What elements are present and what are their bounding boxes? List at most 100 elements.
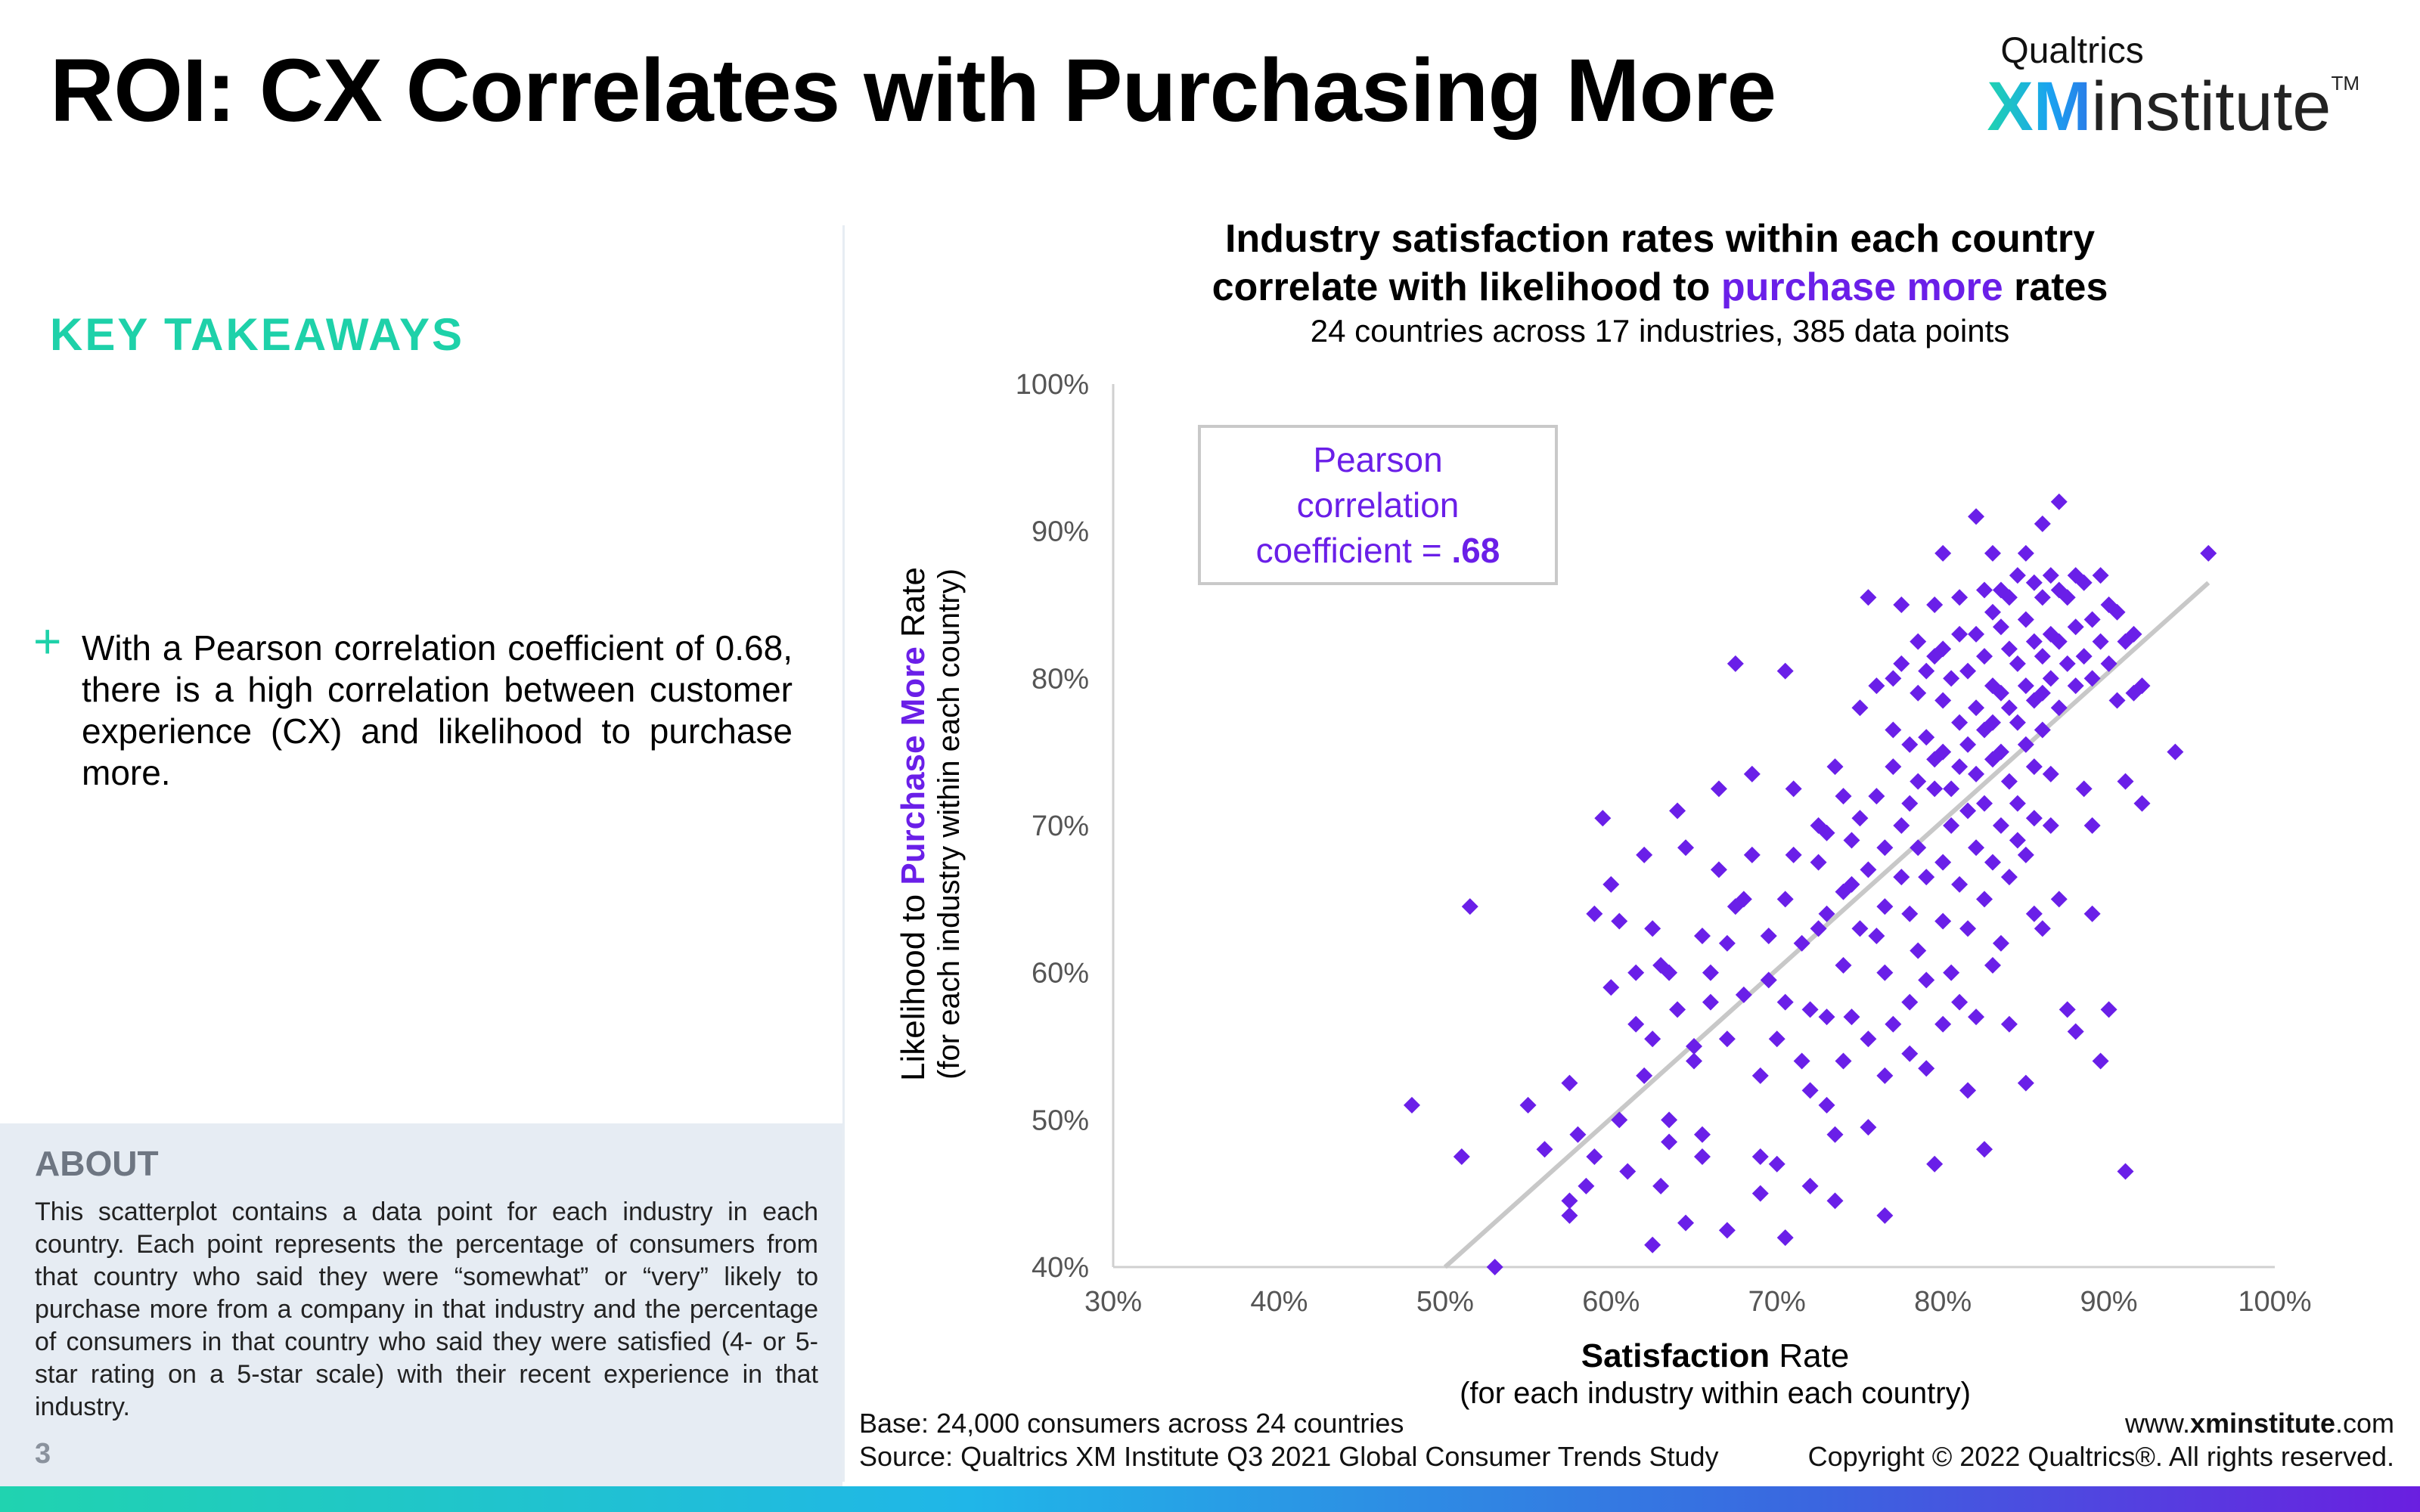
scatter-point xyxy=(1569,1126,1587,1143)
scatter-point xyxy=(1951,875,1969,893)
scatter-point xyxy=(1968,1009,1985,1026)
scatter-point xyxy=(1860,861,1877,878)
scatter-point xyxy=(2059,655,2076,672)
scatter-point xyxy=(1519,1096,1537,1114)
scatter-point xyxy=(1984,854,2001,871)
y-axis-label-bold: Purchase More xyxy=(895,646,932,885)
scatter-point xyxy=(1992,934,2009,952)
y-axis-label-suffix: Rate xyxy=(895,567,932,646)
scatter-point xyxy=(1893,596,1910,613)
scatter-point xyxy=(1959,1082,1977,1099)
scatter-point xyxy=(1751,1067,1769,1084)
scatter-point xyxy=(1893,869,1910,886)
scatter-point xyxy=(1677,1214,1695,1232)
scatter-point xyxy=(1851,699,1869,717)
scatter-point xyxy=(1860,1119,1877,1136)
scatter-point xyxy=(2092,567,2109,584)
scatter-point xyxy=(2075,574,2093,591)
scatter-point xyxy=(2042,567,2059,584)
scatter-point xyxy=(1843,832,1860,849)
scatter-point xyxy=(1918,1060,1935,1077)
scatter-point xyxy=(1918,662,1935,680)
scatter-point xyxy=(1876,1067,1894,1084)
scatter-point xyxy=(2034,684,2051,702)
scatter-point xyxy=(1743,846,1761,863)
scatter-point xyxy=(2017,544,2034,562)
scatter-point xyxy=(2017,611,2034,628)
scatter-point xyxy=(1901,1045,1919,1062)
scatter-point xyxy=(1818,1096,1835,1114)
scatter-point xyxy=(2167,743,2184,761)
key-takeaways-heading: KEY TAKEAWAYS xyxy=(50,309,465,360)
scatter-point xyxy=(2025,574,2043,591)
scatter-point xyxy=(2083,670,2101,687)
scatter-point xyxy=(1926,780,1944,798)
scatter-point xyxy=(2017,736,2034,753)
scatter-point xyxy=(1885,721,1902,739)
scatter-point xyxy=(2000,699,2018,717)
x-tick-labels: 30% 40% 50% 60% 70% 80% 90% 100% xyxy=(1084,1286,2312,1318)
scatter-point xyxy=(2092,633,2109,650)
scatter-point xyxy=(1951,589,1969,606)
y-axis-sublabel: (for each industry within each country) xyxy=(932,569,966,1080)
scatter-point xyxy=(1818,824,1835,841)
scatter-point xyxy=(1661,1111,1678,1129)
scatter-point xyxy=(1644,920,1661,937)
scatter-point xyxy=(2059,589,2076,606)
scatter-point xyxy=(2017,846,2034,863)
scatter-point xyxy=(2083,817,2101,834)
about-heading: ABOUT xyxy=(35,1144,159,1183)
scatter-point xyxy=(1453,1148,1470,1165)
pearson-annotation: Pearson correlation coefficient = .68 xyxy=(1198,425,1558,585)
logo-xm: XM xyxy=(1987,68,2092,145)
y-tick-label: 70% xyxy=(1032,810,1089,842)
scatter-point xyxy=(1893,817,1910,834)
scatter-point xyxy=(2017,677,2034,695)
x-axis-label-bold: Satisfaction xyxy=(1581,1337,1770,1374)
footer-website[interactable]: www.xminstitute.com xyxy=(2125,1408,2394,1439)
scatter-point xyxy=(2017,1074,2034,1092)
scatter-point xyxy=(1992,743,2009,761)
scatter-point xyxy=(2083,905,2101,922)
scatter-point xyxy=(1868,788,1885,805)
scatter-point xyxy=(1910,942,1927,959)
scatter-point xyxy=(1636,846,1653,863)
scatter-point xyxy=(1810,920,1827,937)
scatter-point xyxy=(1826,1192,1844,1210)
scatter-point xyxy=(1586,905,1603,922)
scatter-point xyxy=(1627,1015,1645,1033)
scatter-point xyxy=(1976,648,1993,665)
scatter-point xyxy=(1984,544,2001,562)
scatter-point xyxy=(1718,1222,1736,1239)
scatter-point xyxy=(1751,1185,1769,1202)
scatter-point xyxy=(2133,677,2151,695)
scatter-point xyxy=(1826,1126,1844,1143)
scatter-point xyxy=(1768,1155,1786,1173)
scatter-point xyxy=(1934,692,1952,709)
scatter-point xyxy=(1760,971,1777,989)
takeaway-text: With a Pearson correlation coefficient o… xyxy=(82,628,793,792)
scatter-point xyxy=(1992,618,2009,636)
scatter-point xyxy=(2067,1023,2084,1040)
scatter-point xyxy=(2034,648,2051,665)
y-tick-label: 90% xyxy=(1032,516,1089,548)
scatter-point xyxy=(1959,736,1977,753)
scatter-point xyxy=(1669,1001,1686,1018)
scatter-point xyxy=(1611,1111,1628,1129)
footer-website-suffix: .com xyxy=(2335,1408,2394,1439)
scatter-point xyxy=(1561,1207,1578,1224)
scatter-point xyxy=(2000,869,2018,886)
x-tick-label: 40% xyxy=(1250,1286,1308,1318)
scatter-point xyxy=(1693,1148,1711,1165)
scatter-point xyxy=(1702,993,1719,1011)
y-tick-label: 60% xyxy=(1032,958,1089,990)
scatter-point xyxy=(1984,714,2001,731)
y-tick-label: 40% xyxy=(1032,1252,1089,1284)
scatter-point xyxy=(1843,875,1860,893)
scatter-point xyxy=(1943,670,1960,687)
scatter-point xyxy=(1751,1148,1769,1165)
scatter-point xyxy=(1868,677,1885,695)
scatter-point xyxy=(1561,1074,1578,1092)
scatter-point xyxy=(1876,898,1894,916)
annotation-line3-prefix: coefficient = xyxy=(1256,531,1452,570)
